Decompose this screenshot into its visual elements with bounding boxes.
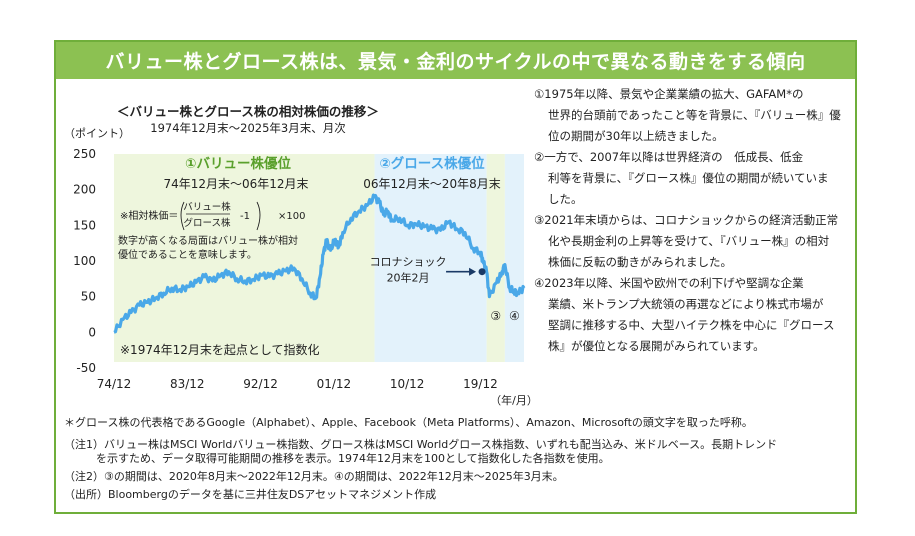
formula-denominator: グロース株 xyxy=(183,217,231,229)
chart-subtitle: 1974年12月末～2025年3月末、月次 xyxy=(150,121,346,135)
y-tick-label: 100 xyxy=(73,254,96,268)
y-tick-label: 250 xyxy=(73,147,96,161)
y-axis-label: （ポイント） xyxy=(64,127,130,140)
side-notes: ①1975年以降、景気や企業業績の拡大、GAFAM*の 世界的台頭前であったこと… xyxy=(534,84,841,357)
note-1b: を示すため、データ取得可能期間の推移を表示。1974年12月末を100として指数… xyxy=(96,452,610,465)
phase-4-label: ④ xyxy=(509,309,520,323)
formula-minus-one: -1 xyxy=(240,211,250,222)
side-note-line: 利等を背景に、『グロース株』優位の期間が続いていま xyxy=(548,171,829,185)
side-note-line: ④2023年以降、米国や欧州での利下げや堅調な企業 xyxy=(534,276,804,290)
y-tick-label: 200 xyxy=(73,183,96,197)
chart-title: ＜バリュー株とグロース株の相対株価の推移＞ xyxy=(117,104,379,119)
x-tick-label: 01/12 xyxy=(317,377,352,391)
side-note-line: 業績、米トランプ大統領の再選などにより株式市場が xyxy=(548,297,824,311)
formula-numerator: バリュー株 xyxy=(183,201,231,213)
side-note-line: 位の期間が30年以上続きました。 xyxy=(548,129,724,143)
phase-band xyxy=(114,154,375,362)
phase-band xyxy=(504,154,524,362)
side-note-line: ①1975年以降、景気や企業業績の拡大、GAFAM*の xyxy=(534,87,804,101)
y-tick-label: 50 xyxy=(81,290,96,304)
base-note: ※1974年12月末を起点として指数化 xyxy=(120,342,320,357)
y-tick-label: 0 xyxy=(88,325,96,339)
side-note-line: 化や長期金利の上昇等を受けて、『バリュー株』の相対 xyxy=(548,234,830,248)
covid-label-line1: コロナショック xyxy=(370,256,447,269)
covid-label-line2: 20年2月 xyxy=(387,271,430,285)
y-tick-label: 150 xyxy=(73,218,96,232)
side-note-line: ③2021年末頃からは、コロナショックからの経済活動正常 xyxy=(534,213,839,227)
x-tick-label: 10/12 xyxy=(390,377,425,391)
figure-frame: バリュー株とグロース株は、景気・金利のサイクルの中で異なる動きをする傾向 250… xyxy=(54,40,857,514)
gafam-footnote: ＊グロース株の代表格であるGoogle（Alphabet）、Apple、Face… xyxy=(64,416,753,429)
phase-2-period: 06年12月末～20年8月末 xyxy=(363,177,500,191)
x-tick-label: 92/12 xyxy=(243,377,278,391)
covid-arrow-head xyxy=(469,267,477,276)
covid-marker xyxy=(478,268,486,276)
phase-band xyxy=(486,154,505,362)
side-note-line: した。 xyxy=(548,192,583,206)
x-tick-label: 74/12 xyxy=(97,377,132,391)
side-note-line: 堅調に推移する中、大型ハイテク株を中心に『グロース xyxy=(548,318,835,332)
close-paren xyxy=(256,201,261,231)
note-line-1: 数字が高くなる局面はバリュー株が相対 xyxy=(118,234,298,247)
phase-band xyxy=(374,154,487,362)
phase-3-label: ③ xyxy=(490,309,501,323)
relative-price-line xyxy=(113,193,526,334)
x-tick-label: 83/12 xyxy=(170,377,205,391)
note-2: （注2）③の期間は、2020年8月末～2022年12月末。④の期間は、2022年… xyxy=(64,470,564,483)
phase-2-label: ②グロース株優位 xyxy=(379,155,485,172)
page-title: バリュー株とグロース株は、景気・金利のサイクルの中で異なる動きをする傾向 xyxy=(56,42,855,79)
formula-suffix: ×100 xyxy=(278,211,305,222)
side-note-line: ②一方で、2007年以降は世界経済の 低成長、低金 xyxy=(534,150,804,164)
side-note-line: 世界的台頭前であったこと等を背景に、『バリュー株』優 xyxy=(548,108,841,122)
phase-1-label: ①バリュー株優位 xyxy=(185,155,291,172)
phase-1-period: 74年12月末～06年12月末 xyxy=(163,177,308,191)
x-tick-label: 19/12 xyxy=(463,377,498,391)
note-line-2: 優位であることを意味します。 xyxy=(118,248,257,261)
side-note-line: 株価に反転の動きがみられました。 xyxy=(548,255,732,269)
open-paren xyxy=(180,201,185,231)
side-note-line: 株』が優位となる展開がみられています。 xyxy=(548,339,765,353)
y-tick-label: -50 xyxy=(76,361,96,375)
formula-prefix: ※相対株価＝ xyxy=(120,209,178,222)
note-1a: （注1）バリュー株はMSCI Worldバリュー株指数、グロース株はMSCI W… xyxy=(64,438,778,451)
x-axis-label: （年/月） xyxy=(490,393,538,407)
source-note: （出所）Bloombergのデータを基に三井住友DSアセットマネジメント作成 xyxy=(64,488,437,501)
